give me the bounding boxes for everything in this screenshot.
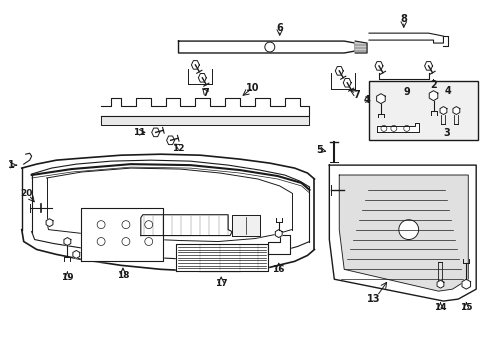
Text: 8: 8: [400, 14, 407, 24]
Text: 1: 1: [8, 160, 15, 170]
Polygon shape: [335, 67, 343, 75]
Polygon shape: [101, 116, 309, 125]
Polygon shape: [368, 33, 443, 43]
FancyBboxPatch shape: [368, 81, 477, 140]
Text: 2: 2: [429, 80, 436, 90]
Polygon shape: [374, 62, 382, 70]
Text: 16: 16: [272, 265, 285, 274]
Text: 7: 7: [202, 88, 208, 98]
Polygon shape: [232, 215, 259, 235]
Text: 5: 5: [315, 145, 322, 155]
Text: 7: 7: [353, 90, 360, 100]
Text: 6: 6: [276, 23, 283, 33]
Polygon shape: [376, 123, 418, 132]
Polygon shape: [439, 107, 446, 114]
Polygon shape: [64, 238, 71, 246]
Text: 11: 11: [132, 128, 145, 137]
Polygon shape: [275, 230, 282, 238]
Text: 15: 15: [459, 302, 471, 311]
Text: 10: 10: [245, 83, 259, 93]
Polygon shape: [436, 280, 443, 288]
Text: 4: 4: [444, 86, 451, 96]
Polygon shape: [267, 235, 289, 255]
Polygon shape: [151, 128, 160, 137]
Polygon shape: [81, 208, 163, 261]
Polygon shape: [21, 154, 314, 271]
Text: 3: 3: [442, 129, 449, 138]
Text: 20: 20: [20, 189, 33, 198]
Polygon shape: [73, 251, 80, 258]
Text: 13: 13: [366, 294, 380, 304]
Polygon shape: [141, 215, 232, 235]
Text: 18: 18: [117, 271, 129, 280]
Circle shape: [398, 220, 418, 239]
Polygon shape: [101, 98, 309, 116]
Polygon shape: [428, 91, 437, 100]
Text: 19: 19: [61, 273, 74, 282]
Text: 12: 12: [172, 144, 184, 153]
Text: 9: 9: [403, 87, 409, 97]
Polygon shape: [424, 62, 432, 70]
Polygon shape: [376, 94, 385, 104]
Polygon shape: [178, 41, 354, 53]
Text: 4: 4: [363, 95, 370, 105]
Polygon shape: [461, 279, 469, 289]
Polygon shape: [198, 73, 206, 82]
Polygon shape: [166, 136, 174, 145]
Polygon shape: [191, 60, 199, 69]
Polygon shape: [452, 107, 459, 114]
Polygon shape: [354, 41, 366, 53]
Polygon shape: [328, 165, 475, 301]
Text: 17: 17: [214, 279, 227, 288]
Polygon shape: [46, 219, 53, 227]
Polygon shape: [343, 78, 350, 87]
Text: 14: 14: [433, 302, 446, 311]
Polygon shape: [339, 175, 468, 291]
Polygon shape: [175, 244, 267, 271]
